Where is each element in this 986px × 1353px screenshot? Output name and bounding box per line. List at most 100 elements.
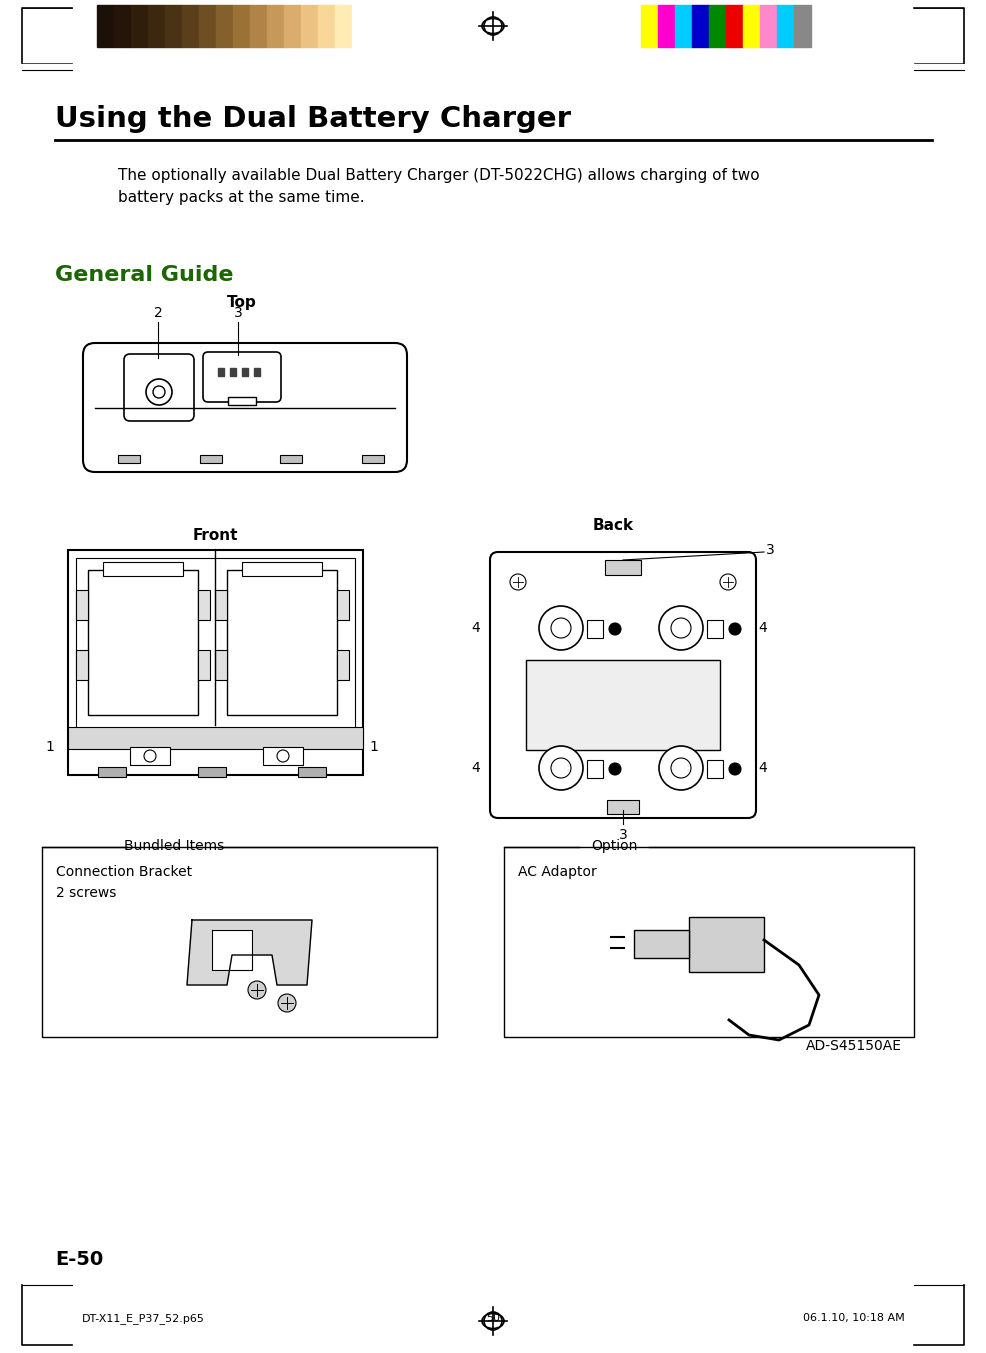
Circle shape <box>671 758 691 778</box>
Polygon shape <box>187 920 312 985</box>
Text: Connection Bracket
2 screws: Connection Bracket 2 screws <box>56 865 192 900</box>
Bar <box>103 561 183 576</box>
Bar <box>76 649 88 681</box>
Circle shape <box>659 746 703 790</box>
Bar <box>250 5 267 47</box>
Circle shape <box>539 606 583 649</box>
Bar <box>228 396 256 405</box>
Bar <box>114 5 131 47</box>
Bar <box>76 557 355 733</box>
Bar <box>658 5 675 47</box>
Bar <box>675 5 692 47</box>
Text: The optionally available Dual Battery Charger (DT-5022CHG) allows charging of tw: The optionally available Dual Battery Ch… <box>118 168 759 206</box>
Circle shape <box>153 386 165 398</box>
Bar <box>76 590 88 620</box>
Text: 1: 1 <box>45 740 54 754</box>
Bar <box>743 5 760 47</box>
Bar <box>362 455 384 463</box>
Bar <box>267 5 284 47</box>
Text: Top: Top <box>227 295 257 310</box>
Bar <box>198 590 210 620</box>
Text: Option: Option <box>591 839 637 852</box>
Bar <box>254 368 260 376</box>
Circle shape <box>146 379 172 405</box>
Bar <box>263 747 303 764</box>
Circle shape <box>551 758 571 778</box>
Bar <box>131 5 148 47</box>
Circle shape <box>248 981 266 999</box>
Text: 3: 3 <box>766 543 775 557</box>
Circle shape <box>551 618 571 639</box>
Bar <box>98 767 126 777</box>
Bar <box>97 5 114 47</box>
Circle shape <box>729 763 741 775</box>
Circle shape <box>609 763 621 775</box>
Bar <box>284 5 301 47</box>
Text: Front: Front <box>192 528 239 543</box>
Bar <box>707 760 723 778</box>
Bar <box>352 5 369 47</box>
Bar <box>182 5 199 47</box>
Bar <box>298 767 326 777</box>
Text: 4: 4 <box>471 760 480 775</box>
Bar <box>504 847 914 1036</box>
FancyBboxPatch shape <box>490 552 756 819</box>
Bar <box>242 368 248 376</box>
Circle shape <box>278 994 296 1012</box>
Text: Back: Back <box>593 518 634 533</box>
Text: 50: 50 <box>486 1312 500 1323</box>
Text: General Guide: General Guide <box>55 265 234 285</box>
Bar <box>335 5 352 47</box>
Circle shape <box>510 574 526 590</box>
Bar <box>641 5 658 47</box>
Bar <box>130 747 170 764</box>
Bar <box>605 560 641 575</box>
Bar <box>587 760 603 778</box>
Bar <box>607 800 639 815</box>
Bar <box>526 660 720 750</box>
Bar <box>216 5 233 47</box>
Bar <box>794 5 811 47</box>
Bar <box>280 455 302 463</box>
Text: Using the Dual Battery Charger: Using the Dual Battery Charger <box>55 106 571 133</box>
Bar <box>200 455 222 463</box>
Bar <box>165 5 182 47</box>
Circle shape <box>539 746 583 790</box>
Text: 2: 2 <box>154 306 163 321</box>
Bar <box>118 455 140 463</box>
Text: Bundled Items: Bundled Items <box>124 839 224 852</box>
Bar <box>337 590 349 620</box>
Circle shape <box>720 574 736 590</box>
Bar <box>230 368 236 376</box>
Text: 4: 4 <box>471 621 480 635</box>
Circle shape <box>144 750 156 762</box>
FancyBboxPatch shape <box>124 354 194 421</box>
Circle shape <box>277 750 289 762</box>
Bar <box>242 561 322 576</box>
Circle shape <box>609 622 621 635</box>
Bar <box>689 917 764 971</box>
Bar <box>634 930 689 958</box>
Text: 3: 3 <box>618 828 627 842</box>
Bar <box>726 5 743 47</box>
Bar <box>337 649 349 681</box>
FancyBboxPatch shape <box>83 344 407 472</box>
Bar <box>199 5 216 47</box>
Bar <box>587 620 603 639</box>
Bar <box>233 5 250 47</box>
Bar <box>709 5 726 47</box>
Text: DT-X11_E_P37_52.p65: DT-X11_E_P37_52.p65 <box>82 1312 205 1323</box>
Bar <box>198 767 226 777</box>
FancyBboxPatch shape <box>203 352 281 402</box>
Bar <box>707 620 723 639</box>
Circle shape <box>729 622 741 635</box>
Polygon shape <box>212 930 252 970</box>
Bar <box>215 649 227 681</box>
Bar <box>42 847 437 1036</box>
Bar <box>198 649 210 681</box>
Text: 3: 3 <box>234 306 243 321</box>
Text: 4: 4 <box>758 621 767 635</box>
Text: AC Adaptor: AC Adaptor <box>518 865 597 879</box>
Text: E-50: E-50 <box>55 1250 104 1269</box>
Bar <box>227 570 337 714</box>
